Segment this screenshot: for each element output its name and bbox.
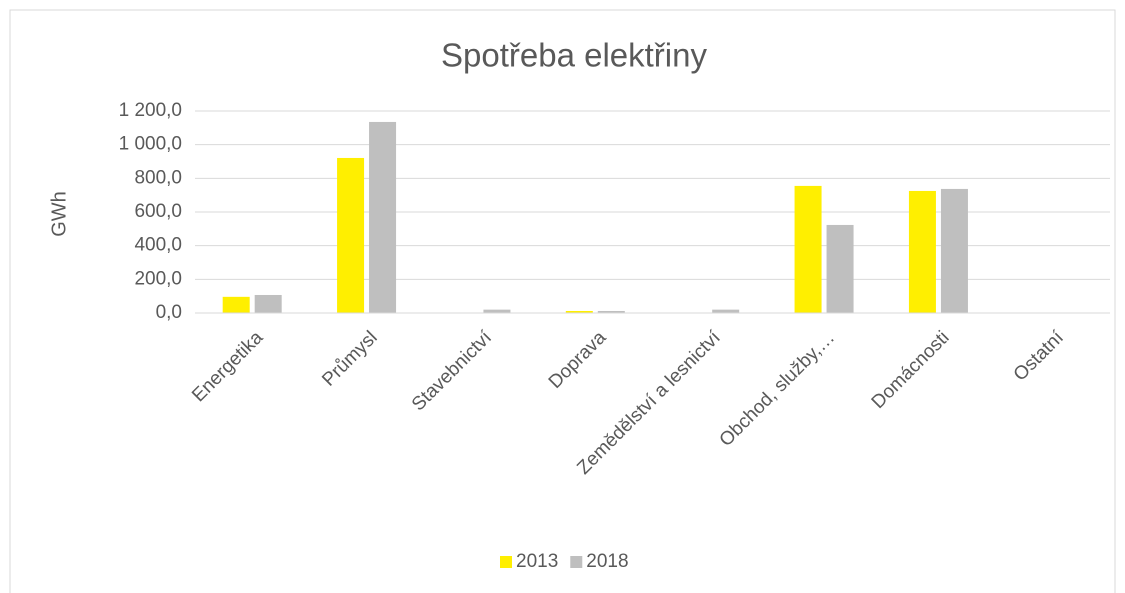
bar: [597, 310, 625, 313]
chart-title: Spotřeba elektřiny: [441, 37, 707, 74]
y-tick-label: 400,0: [134, 235, 182, 256]
y-tick-label: 600,0: [134, 201, 182, 222]
bar: [712, 309, 740, 313]
legend-swatch: [500, 556, 512, 568]
y-axis-title: GWh: [48, 191, 70, 237]
y-tick-label: 1 200,0: [119, 100, 182, 121]
y-tick-label: 0,0: [156, 302, 182, 323]
bar: [483, 309, 511, 313]
legend-swatch: [570, 556, 583, 568]
y-tick-label: 800,0: [134, 167, 182, 188]
y-tick-label: 200,0: [134, 268, 182, 289]
y-tick-label: 1 000,0: [119, 134, 182, 155]
bar: [369, 121, 397, 313]
bar: [254, 294, 282, 313]
bar: [940, 188, 968, 313]
bar: [908, 190, 936, 313]
bar: [565, 310, 593, 313]
bar: [826, 224, 854, 313]
bar: [337, 157, 365, 313]
bar: [794, 185, 822, 313]
bar: [222, 296, 250, 313]
legend-label: 2013: [516, 551, 558, 572]
legend-label: 2018: [586, 551, 628, 572]
